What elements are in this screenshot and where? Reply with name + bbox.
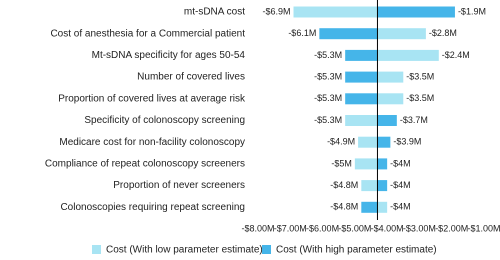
category-label: Specificity of colonoscopy screening xyxy=(84,115,245,126)
x-tick-label: -$3.00M xyxy=(403,223,436,233)
category-label: Proportion of never screeners xyxy=(113,180,245,191)
value-label: -$6.9M xyxy=(262,6,290,16)
value-label: -$1.9M xyxy=(458,6,486,16)
x-tick-label: -$1.00M xyxy=(467,223,500,233)
bar xyxy=(361,201,378,213)
value-label: -$4.8M xyxy=(330,202,358,212)
value-label: -$3.5M xyxy=(406,71,434,81)
bar xyxy=(345,71,378,83)
category-label: Number of covered lives xyxy=(137,72,245,83)
value-label: -$4M xyxy=(390,180,411,190)
value-label: -$5M xyxy=(331,158,352,168)
value-label: -$3.9M xyxy=(393,137,421,147)
x-tick-label: -$7.00M xyxy=(274,223,307,233)
value-label: -$5.3M xyxy=(314,115,342,125)
bar xyxy=(354,158,378,170)
category-label: Mt-sDNA specificity for ages 50-54 xyxy=(92,50,246,61)
category-label: Colonoscopies requiring repeat screening xyxy=(60,202,245,213)
bar xyxy=(345,49,378,61)
bar xyxy=(293,6,378,18)
x-tick-label: -$5.00M xyxy=(338,223,371,233)
value-label: -$6.1M xyxy=(288,28,316,38)
value-label: -$4M xyxy=(390,158,411,168)
category-label: Medicare cost for non-facility colonosco… xyxy=(59,137,245,148)
value-label: -$2.4M xyxy=(442,50,470,60)
x-tick-label: -$6.00M xyxy=(306,223,339,233)
bar xyxy=(377,115,397,126)
legend-swatch xyxy=(262,245,271,254)
category-label: Compliance of repeat colonoscopy screene… xyxy=(45,159,245,170)
value-label: -$4M xyxy=(390,202,411,212)
bar xyxy=(377,28,426,40)
value-label: -$3.5M xyxy=(406,93,434,103)
bar xyxy=(319,28,378,40)
category-label: mt-sDNA cost xyxy=(184,7,245,18)
x-tick-label: -$4.00M xyxy=(371,223,404,233)
bar xyxy=(377,71,404,83)
bar xyxy=(377,93,404,105)
legend-label: Cost (With low parameter estimate) xyxy=(106,245,263,256)
value-label: -$5.3M xyxy=(314,50,342,60)
bar xyxy=(377,49,439,61)
value-label: -$5.3M xyxy=(314,93,342,103)
value-label: -$2.8M xyxy=(429,28,457,38)
category-label: Proportion of covered lives at average r… xyxy=(58,93,246,104)
x-tick-label: -$8.00M xyxy=(241,223,274,233)
bar xyxy=(358,136,378,148)
value-label: -$4.9M xyxy=(327,137,355,147)
legend-label: Cost (With high parameter estimate) xyxy=(276,245,437,256)
bar xyxy=(377,158,388,170)
value-label: -$4.8M xyxy=(330,180,358,190)
x-tick-label: -$2.00M xyxy=(435,223,468,233)
bar xyxy=(361,180,378,192)
bar xyxy=(377,6,455,18)
legend-swatch xyxy=(92,245,101,254)
value-label: -$3.7M xyxy=(400,115,428,125)
bar xyxy=(345,93,378,105)
bar xyxy=(377,136,391,148)
bar xyxy=(345,115,378,126)
bar xyxy=(377,201,388,213)
category-label: Cost of anesthesia for a Commercial pati… xyxy=(50,28,245,39)
bar xyxy=(377,180,388,192)
value-label: -$5.3M xyxy=(314,71,342,81)
